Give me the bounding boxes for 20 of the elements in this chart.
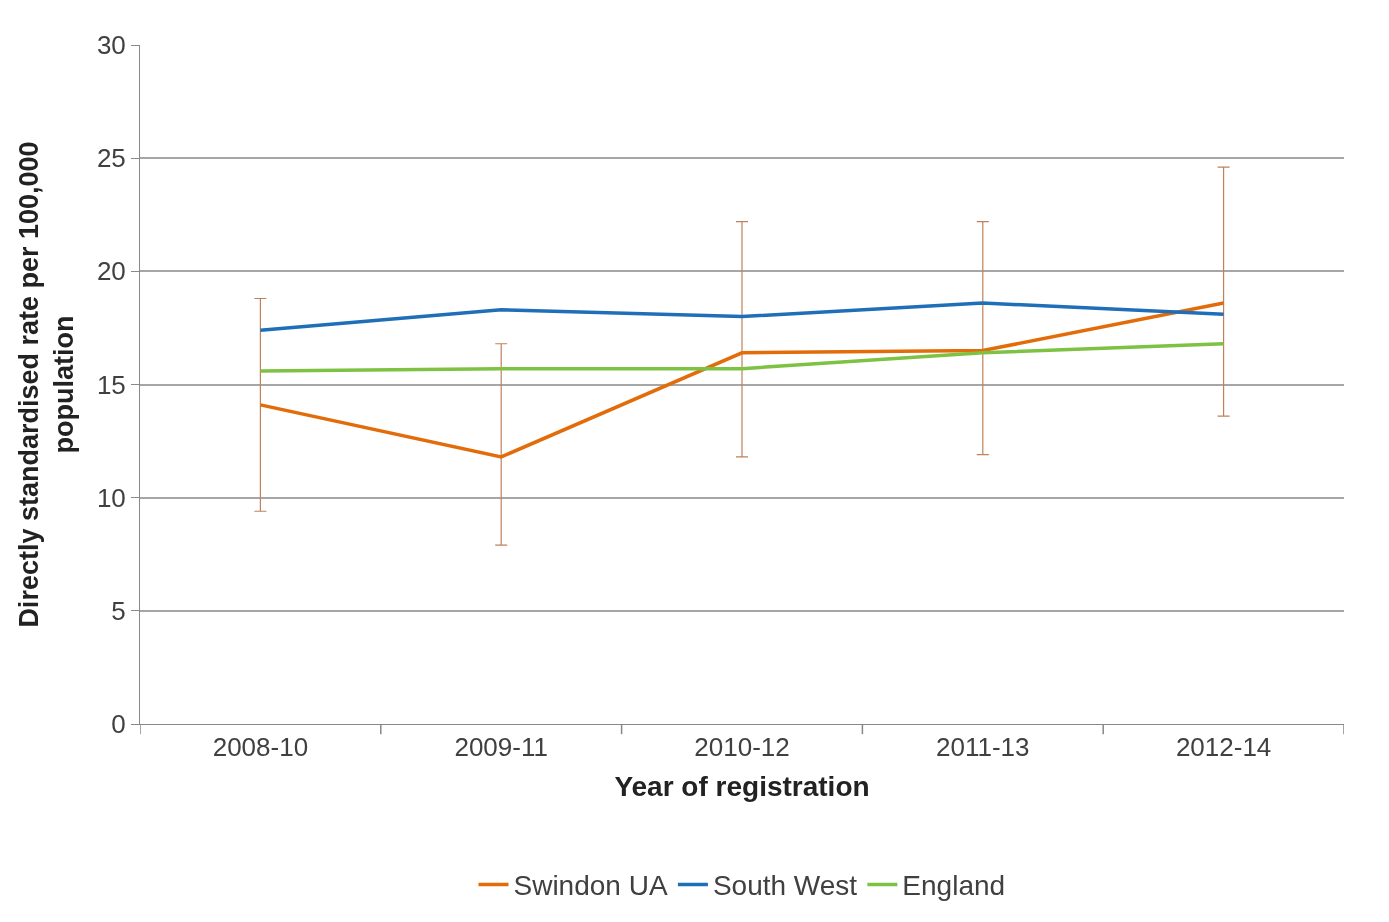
y-tick-label: 30 <box>96 30 126 61</box>
y-tick-label: 5 <box>111 595 126 626</box>
y-tick-label: 15 <box>96 369 126 400</box>
line-series <box>258 301 1226 332</box>
x-tick-label: 2011-13 <box>936 732 1030 763</box>
y-tick-label: 10 <box>96 482 126 513</box>
legend-label: South West <box>712 870 858 902</box>
line-series <box>258 301 1226 459</box>
x-axis-title: Year of registration <box>614 771 870 803</box>
legend-label: England <box>902 870 1006 902</box>
y-tick-label: 25 <box>96 143 126 174</box>
y-tick-label: 0 <box>111 709 126 740</box>
line-series <box>258 342 1226 373</box>
legend-label: Swindon UA <box>513 870 668 902</box>
y-tick-label: 20 <box>96 256 126 287</box>
x-tick-label: 2010-12 <box>694 732 790 763</box>
x-tick-label: 2012-14 <box>1175 732 1272 763</box>
x-tick-label: 2009-11 <box>454 732 548 763</box>
x-tick-label: 2008-10 <box>212 732 309 763</box>
y-axis-title: Directly standardised rate per 100,000 population <box>13 141 79 628</box>
